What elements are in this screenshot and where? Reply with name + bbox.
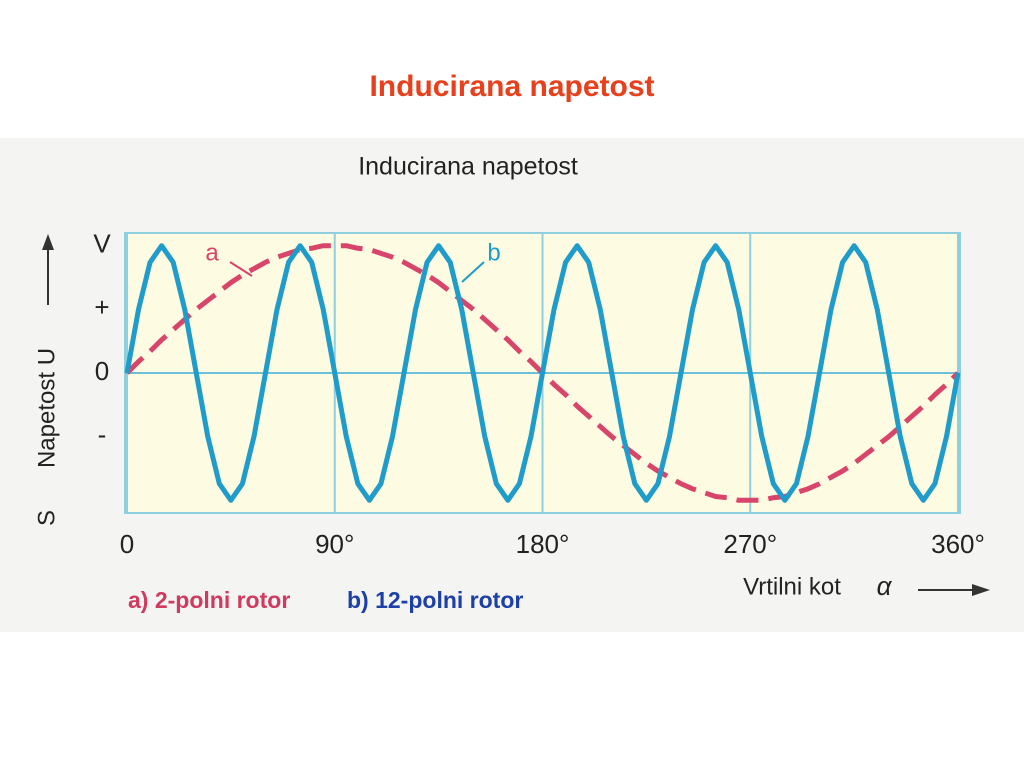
series-line xyxy=(124,243,961,503)
x-tick-label: 360° xyxy=(931,529,985,559)
y-axis-label-extra: S xyxy=(33,510,60,526)
x-arrow-head xyxy=(972,584,990,596)
y-axis-label: Napetost U xyxy=(33,348,60,468)
y-tick-label: + xyxy=(94,292,109,322)
x-tick-label: 90° xyxy=(315,529,354,559)
legend-entry: a) 2-polni rotor xyxy=(128,587,290,613)
y-arrow-head xyxy=(42,234,54,250)
annotation-leader xyxy=(229,261,253,277)
y-tick-label: 0 xyxy=(95,356,109,386)
y-tick-label: - xyxy=(98,420,107,450)
x-axis-label: Vrtilni kot xyxy=(743,573,841,600)
x-tick-label: 270° xyxy=(723,529,777,559)
x-tick-label: 180° xyxy=(516,529,570,559)
legend-entry: b) 12-polni rotor xyxy=(347,587,523,613)
x-axis-symbol: α xyxy=(877,571,893,601)
x-tick-label: 0 xyxy=(120,529,134,559)
chart-title: Inducirana napetost xyxy=(358,153,578,181)
annotation-leader xyxy=(461,261,485,283)
y-tick-label: V xyxy=(93,229,111,259)
slide-title: Inducirana napetost xyxy=(369,70,654,103)
annotation: a xyxy=(205,239,219,266)
annotation: b xyxy=(487,239,500,266)
